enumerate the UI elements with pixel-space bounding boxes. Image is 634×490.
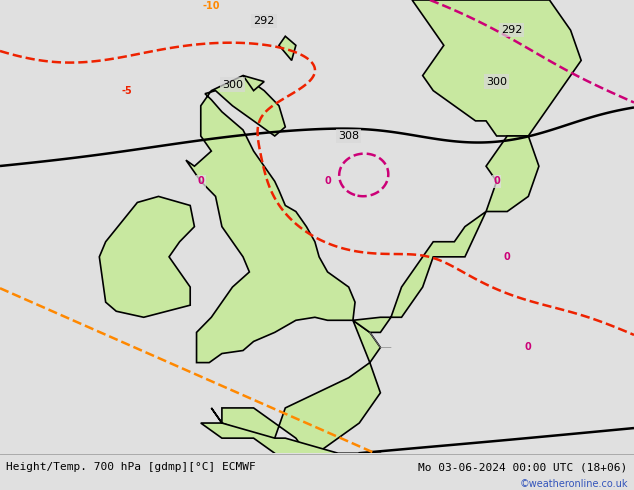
Text: ©weatheronline.co.uk: ©weatheronline.co.uk (519, 479, 628, 489)
Polygon shape (243, 75, 264, 91)
Text: 292: 292 (254, 16, 275, 26)
Text: 0: 0 (197, 176, 204, 186)
Text: 0: 0 (493, 176, 500, 186)
Polygon shape (353, 212, 486, 332)
Text: 0: 0 (504, 252, 510, 262)
Polygon shape (486, 136, 539, 212)
Text: 308: 308 (338, 131, 359, 141)
Text: Height/Temp. 700 hPa [gdmp][°C] ECMWF: Height/Temp. 700 hPa [gdmp][°C] ECMWF (6, 463, 256, 472)
Text: -5: -5 (122, 86, 132, 96)
Polygon shape (222, 320, 380, 484)
Text: 300: 300 (486, 76, 507, 87)
Polygon shape (120, 408, 380, 490)
Polygon shape (412, 0, 581, 136)
Polygon shape (186, 75, 355, 363)
Text: 0: 0 (324, 176, 331, 186)
Polygon shape (279, 36, 296, 60)
Polygon shape (100, 196, 195, 317)
Text: 300: 300 (222, 79, 243, 90)
Text: 292: 292 (501, 25, 522, 35)
Text: Mo 03-06-2024 00:00 UTC (18+06): Mo 03-06-2024 00:00 UTC (18+06) (418, 463, 628, 472)
Text: -10: -10 (203, 1, 220, 11)
Text: 0: 0 (525, 343, 532, 352)
